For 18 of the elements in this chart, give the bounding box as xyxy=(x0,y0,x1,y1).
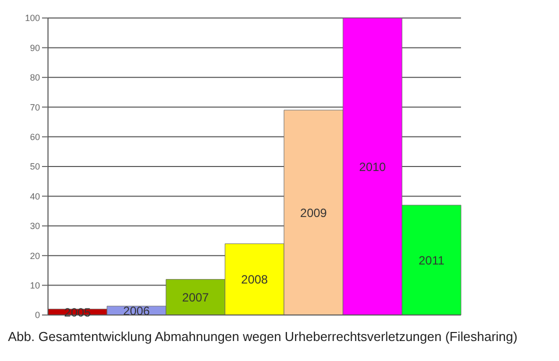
text: Abb. Gesamtentwicklung Abmahnungen wegen Urheberrechtsverletzungen (Filesharing) xyxy=(8,329,518,344)
y-tick-label: 70 xyxy=(30,102,40,112)
y-tick-label: 100 xyxy=(24,13,40,24)
y-tick-label: 80 xyxy=(30,72,40,83)
y-tick-label: 60 xyxy=(30,132,40,142)
y-tick-label: 0 xyxy=(34,310,40,320)
y-tick-label: 30 xyxy=(30,221,40,232)
x-tick-label: 2009 xyxy=(300,206,328,220)
y-tick-label: 90 xyxy=(30,42,40,53)
y-tick-label: 50 xyxy=(30,162,40,172)
y-tick-label: 40 xyxy=(30,191,40,202)
x-tick-label: 2007 xyxy=(182,290,210,304)
x-tick-label: 2008 xyxy=(241,272,268,287)
x-tick-label: 2006 xyxy=(123,304,150,318)
y-tick-label: 20 xyxy=(30,250,40,261)
x-tick-label: 2010 xyxy=(359,160,386,174)
x-tick-label: 2011 xyxy=(418,253,445,268)
y-tick-label: 10 xyxy=(30,280,40,290)
